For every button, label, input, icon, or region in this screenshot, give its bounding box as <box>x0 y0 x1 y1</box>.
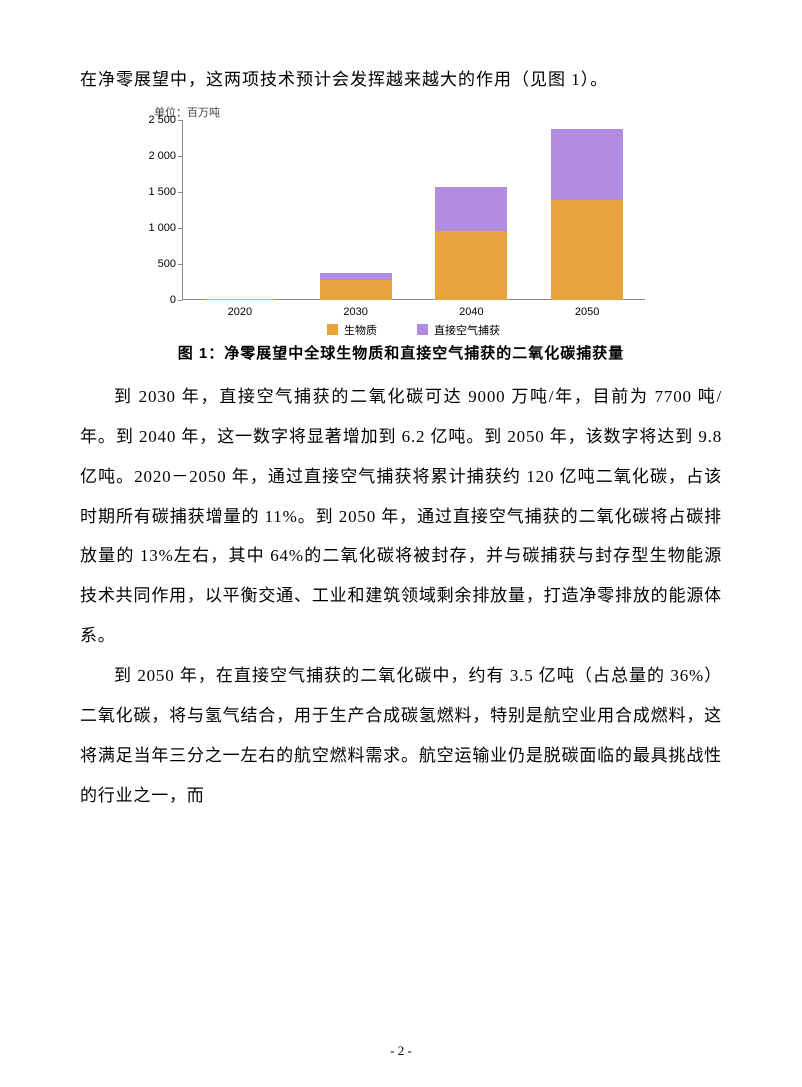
bar-group <box>551 129 623 300</box>
page-number: - 2 - <box>0 1043 802 1059</box>
y-tick-mark <box>178 264 182 265</box>
y-tick-label: 500 <box>158 258 176 270</box>
x-tick-label: 2040 <box>459 306 483 318</box>
legend-item: 生物质 <box>327 322 377 338</box>
y-tick-label: 2 500 <box>148 114 176 126</box>
y-tick-mark <box>178 300 182 301</box>
y-tick-mark <box>178 156 182 157</box>
y-tick-label: 2 000 <box>148 150 176 162</box>
x-tick-label: 2020 <box>228 306 252 318</box>
chart-legend: 生物质 直接空气捕获 <box>182 322 645 338</box>
bar-segment <box>435 231 507 299</box>
legend-swatch <box>417 324 428 335</box>
y-tick-mark <box>178 120 182 121</box>
bar-group <box>320 273 392 300</box>
legend-item: 直接空气捕获 <box>417 322 500 338</box>
chart-plot-area: 05001 0001 5002 0002 5002020203020402050 <box>182 120 645 300</box>
bar-segment <box>320 273 392 279</box>
y-tick-label: 0 <box>170 294 176 306</box>
figure-1-chart: 单位：百万吨 05001 0001 5002 0002 500202020302… <box>120 106 645 334</box>
y-tick-label: 1 000 <box>148 222 176 234</box>
x-tick-label: 2030 <box>343 306 367 318</box>
intro-text: 在净零展望中，这两项技术预计会发挥越来越大的作用（见图 1）。 <box>80 62 722 98</box>
paragraph-2: 到 2050 年，在直接空气捕获的二氧化碳中，约有 3.5 亿吨（占总量的 36… <box>80 656 722 816</box>
y-tick-mark <box>178 192 182 193</box>
bar-segment <box>551 200 623 300</box>
legend-label: 生物质 <box>344 322 377 338</box>
legend-label: 直接空气捕获 <box>434 322 500 338</box>
bar-segment <box>551 129 623 200</box>
legend-swatch <box>327 324 338 335</box>
bar-segment <box>320 280 392 300</box>
paragraph-1: 到 2030 年，直接空气捕获的二氧化碳可达 9000 万吨/年，目前为 770… <box>80 377 722 657</box>
bar-segment <box>435 187 507 232</box>
x-tick-label: 2050 <box>575 306 599 318</box>
bar-group <box>435 187 507 300</box>
figure-caption: 图 1：净零展望中全球生物质和直接空气捕获的二氧化碳捕获量 <box>80 342 722 363</box>
y-tick-mark <box>178 228 182 229</box>
y-tick-label: 1 500 <box>148 186 176 198</box>
y-axis <box>182 120 183 300</box>
